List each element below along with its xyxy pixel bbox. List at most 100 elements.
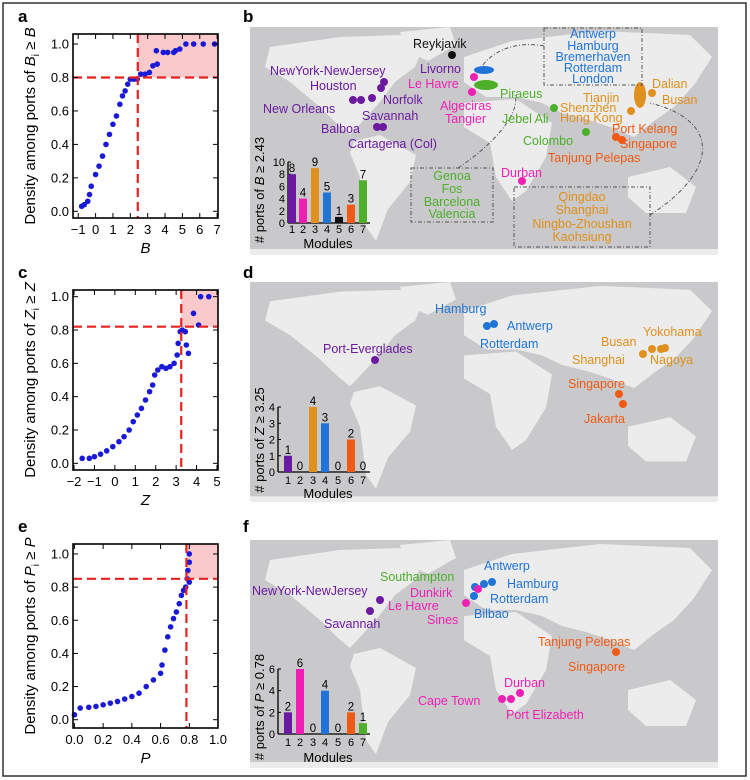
port-dot (518, 177, 526, 185)
port-label: NewYork-NewJersey (252, 584, 368, 598)
data-point (154, 367, 161, 373)
data-point (150, 677, 157, 683)
port-label: Sines (427, 613, 458, 627)
port-label: Hong Kong (560, 111, 623, 125)
box-port-label: Kaohsiung (552, 230, 611, 244)
x-tick-label: 7 (360, 224, 366, 236)
map-b-labels: Reykjavik NewYork-NewJersey Livorno Hous… (263, 27, 697, 244)
y-label-var: B (22, 56, 39, 66)
port-label: Antwerp (507, 319, 553, 333)
x-axis-label: Modules (303, 236, 353, 251)
y-label-subscript: i (31, 564, 42, 566)
x-tick-label: −1 (71, 222, 86, 237)
x-tick-label: 2 (300, 224, 306, 236)
y-axis-label: # ports of Z ≥ 3.25 (252, 387, 267, 492)
port-dot (470, 73, 478, 81)
y-label-suffix: ≥ 2.43 (252, 137, 267, 177)
y-label-suffix: ≥ 0.78 (252, 654, 267, 694)
data-point (122, 88, 128, 94)
x-tick-label: 7 (360, 737, 366, 749)
data-point (164, 49, 171, 56)
data-point (142, 397, 149, 403)
x-tick-label: 2 (152, 474, 159, 489)
callout-line (457, 94, 517, 169)
data-point (206, 293, 212, 300)
x-tick-label: 5 (335, 737, 341, 749)
port-label: Shanghai (572, 353, 625, 367)
x-tick-label: 3 (173, 474, 180, 489)
bar-value-label: 5 (324, 182, 330, 194)
port-dot (480, 580, 488, 588)
y-label-var: Z (22, 309, 39, 320)
data-point (110, 121, 116, 128)
port-dot (627, 107, 635, 115)
data-point (142, 71, 148, 77)
port-dot (488, 578, 496, 586)
x-tick-label: 0.6 (152, 732, 170, 747)
port-label: Singapore (568, 660, 625, 674)
bar-module-2 (299, 198, 307, 223)
y-label-suffix: ≥ 3.25 (252, 387, 267, 427)
y-label-var2: Z (22, 281, 39, 292)
bar-value-label: 4 (310, 396, 317, 408)
data-point (174, 352, 180, 358)
x-tick-label: 4 (324, 224, 330, 236)
bar-module-6 (347, 204, 355, 223)
port-label: New Orleans (263, 102, 335, 116)
bar-value-label: 2 (285, 701, 291, 713)
port-label: Savannah (324, 617, 380, 631)
y-tick-label: 0.6 (51, 613, 69, 628)
data-point (146, 69, 153, 76)
map-f-port-dots (366, 578, 620, 703)
data-point (173, 609, 180, 615)
data-point (151, 372, 158, 378)
y-tick-label: 10 (273, 157, 285, 169)
data-point (162, 647, 168, 653)
data-point (167, 624, 174, 630)
x-tick-label: 3 (310, 737, 316, 749)
data-point (146, 388, 153, 395)
x-axis-label: Modules (303, 750, 353, 765)
data-point (114, 698, 121, 705)
port-label: Dalian (652, 77, 687, 91)
data-point (182, 328, 189, 335)
data-point (86, 191, 93, 198)
bar-value-label: 0 (297, 461, 303, 473)
port-label: Le Havre (408, 77, 459, 91)
bar-value-label: 0 (335, 723, 341, 735)
port-label: Rotterdam (490, 592, 548, 606)
port-label: Busan (662, 93, 697, 107)
data-point (153, 47, 160, 54)
port-label: Rotterdam (480, 337, 538, 351)
axes-frame (72, 543, 219, 729)
data-point (129, 693, 135, 700)
data-point (121, 696, 128, 702)
box-port-label: Bremerhaven (555, 50, 630, 64)
port-dot (615, 390, 623, 398)
bar-module-6 (347, 712, 355, 734)
y-tick-label: 0.2 (51, 170, 69, 185)
y-label-var: P (22, 566, 39, 576)
port-label: NewYork-NewJersey (270, 64, 386, 78)
port-dot (618, 136, 626, 144)
map-f-labels: Southampton Antwerp Hamburg NewYork-NewJ… (252, 559, 630, 722)
data-point (93, 703, 99, 710)
box-port-label: Barcelona (424, 195, 480, 209)
port-dot (380, 78, 388, 86)
port-label: Colombo (523, 134, 573, 148)
box-port-label: Shanghai (556, 203, 609, 217)
port-dot (468, 88, 476, 96)
data-point (164, 634, 171, 640)
x-tick-label: 3 (310, 475, 316, 487)
data-point (136, 690, 142, 696)
port-dot (648, 89, 656, 97)
y-tick-label: 0.0 (51, 204, 69, 219)
data-point (113, 113, 120, 119)
y-label-var: B (252, 176, 267, 185)
port-label: Savannah (362, 109, 418, 123)
axes-frame (72, 289, 219, 471)
x-tick-label: 5 (179, 222, 186, 237)
